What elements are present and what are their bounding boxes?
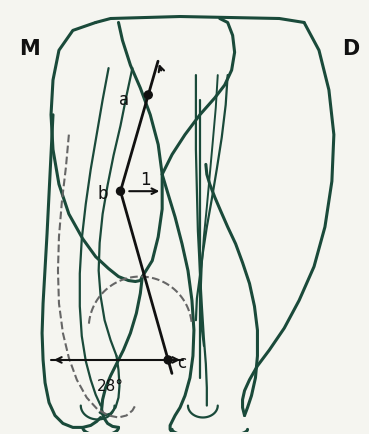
Circle shape bbox=[144, 92, 152, 100]
Text: c: c bbox=[177, 353, 187, 371]
Circle shape bbox=[117, 188, 124, 196]
Text: 28°: 28° bbox=[97, 378, 124, 393]
Text: a: a bbox=[120, 91, 130, 108]
Circle shape bbox=[164, 356, 172, 364]
Text: D: D bbox=[342, 39, 359, 59]
Text: 1: 1 bbox=[140, 171, 151, 189]
Text: M: M bbox=[19, 39, 40, 59]
Text: b: b bbox=[97, 185, 108, 203]
